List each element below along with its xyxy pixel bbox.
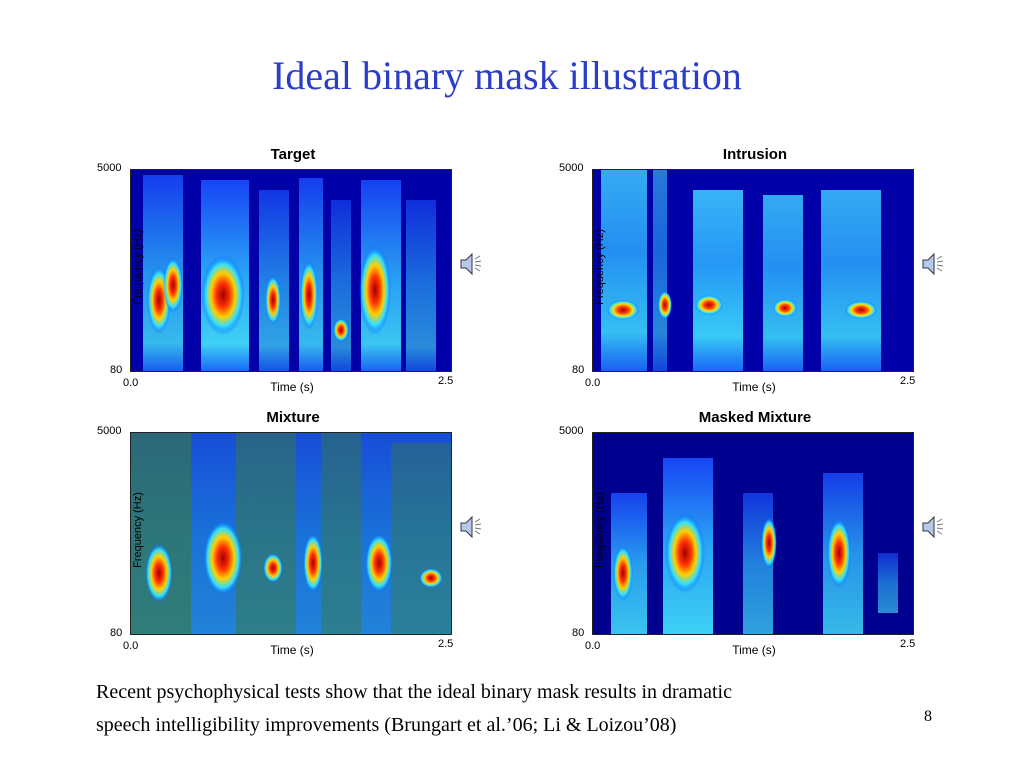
speaker-icon[interactable] bbox=[458, 513, 486, 541]
y-tick-bottom: 80 bbox=[572, 627, 585, 639]
page-number: 8 bbox=[924, 708, 932, 725]
x-axis-label: Time (s) bbox=[270, 380, 314, 394]
y-axis-label: Frequency (Hz) bbox=[132, 492, 144, 568]
y-axis-label: Frequency (Hz) bbox=[594, 492, 606, 568]
panel-title: Intrusion bbox=[722, 146, 788, 163]
x-tick-left: 0.0 bbox=[585, 377, 601, 389]
y-tick-bottom: 80 bbox=[110, 627, 123, 639]
y-axis-label: Frequency (Hz) bbox=[132, 229, 144, 305]
spectrogram-plot bbox=[130, 432, 452, 635]
x-tick-right: 2.5 bbox=[900, 375, 916, 387]
caption-line: speech intelligibility improvements (Bru… bbox=[96, 714, 677, 736]
panel-title: Masked Mixture bbox=[698, 409, 812, 426]
slide-caption: Recent psychophysical tests show that th… bbox=[96, 676, 926, 742]
panel-title: Target bbox=[270, 146, 316, 163]
mixture-spectrogram-panel: Mixture bbox=[92, 409, 532, 669]
x-tick-left: 0.0 bbox=[585, 640, 601, 652]
spectrogram-plot bbox=[130, 169, 452, 372]
y-tick-bottom: 80 bbox=[110, 364, 123, 376]
x-axis-label: Time (s) bbox=[732, 380, 776, 394]
x-tick-right: 2.5 bbox=[438, 638, 454, 650]
y-tick-top: 5000 bbox=[559, 425, 584, 437]
speaker-icon[interactable] bbox=[920, 513, 948, 541]
speaker-icon[interactable] bbox=[920, 250, 948, 278]
y-tick-top: 5000 bbox=[97, 425, 122, 437]
x-axis-label: Time (s) bbox=[732, 643, 776, 657]
y-tick-top: 5000 bbox=[559, 162, 584, 174]
panel-title: Mixture bbox=[266, 409, 320, 426]
spectrogram-plot bbox=[592, 169, 914, 372]
spectrogram-plot bbox=[592, 432, 914, 635]
target-spectrogram-panel: Target bbox=[92, 146, 532, 406]
x-tick-left: 0.0 bbox=[123, 377, 139, 389]
x-tick-left: 0.0 bbox=[123, 640, 139, 652]
masked-mixture-spectrogram-panel: Masked Mixture bbox=[554, 409, 994, 669]
slide-title: Ideal binary mask illustration bbox=[272, 53, 742, 98]
y-tick-top: 5000 bbox=[97, 162, 122, 174]
caption-line: Recent psychophysical tests show that th… bbox=[96, 681, 732, 703]
x-tick-right: 2.5 bbox=[900, 638, 916, 650]
intrusion-spectrogram-panel: Intrusion bbox=[554, 146, 994, 406]
x-tick-right: 2.5 bbox=[438, 375, 454, 387]
x-axis-label: Time (s) bbox=[270, 643, 314, 657]
y-axis-label: Frequency (Hz) bbox=[594, 229, 606, 305]
y-tick-bottom: 80 bbox=[572, 364, 585, 376]
speaker-icon[interactable] bbox=[458, 250, 486, 278]
